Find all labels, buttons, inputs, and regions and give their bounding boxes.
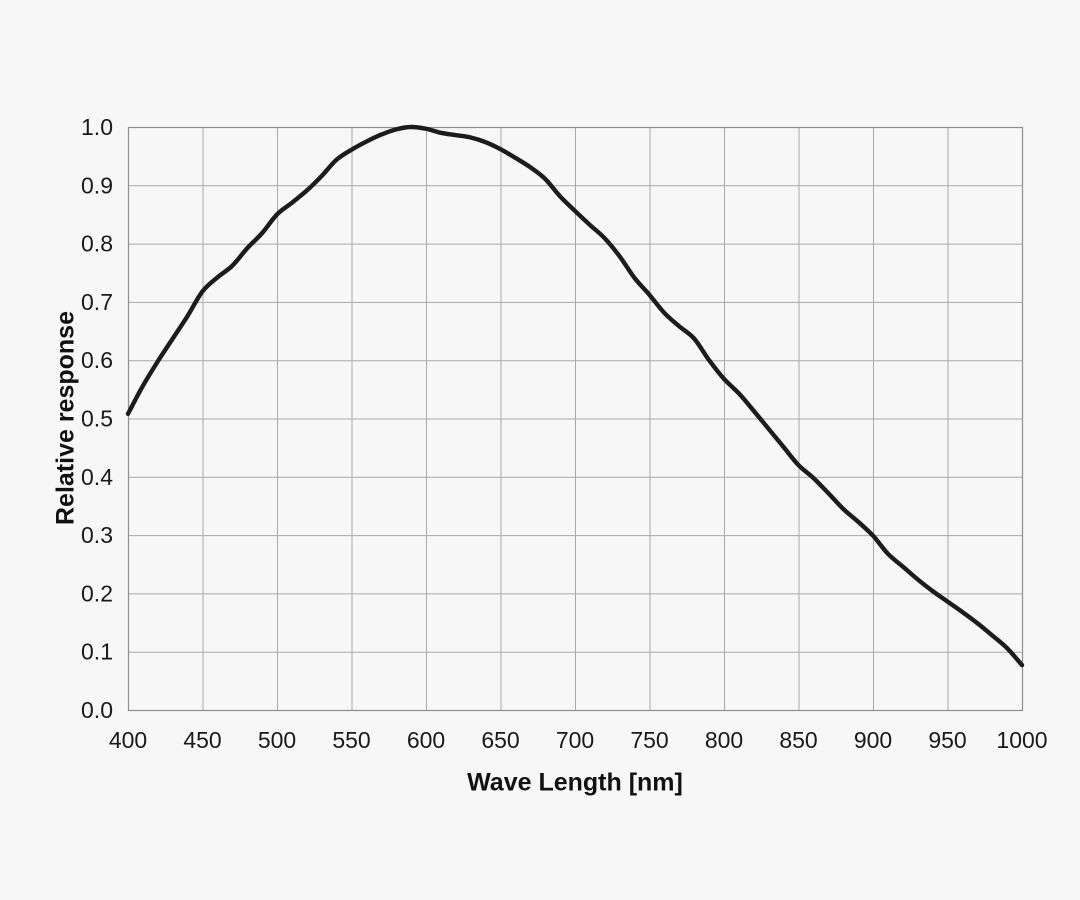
tick-label: 700 [556, 727, 594, 753]
tick-label: 0.6 [81, 347, 113, 373]
tick-label: 900 [854, 727, 892, 753]
x-axis-tick-labels: 400 450 500 550 600 650 700 750 800 850 900 950 1000 [109, 727, 1048, 753]
tick-label: 0.9 [81, 172, 113, 198]
y-axis-title: Relative response [51, 311, 80, 525]
tick-label: 400 [109, 727, 147, 753]
tick-label: 1.0 [81, 114, 113, 140]
plot-border [127, 126, 1024, 712]
tick-label: 1000 [996, 727, 1047, 753]
x-axis-title: Wave Length [nm] [467, 768, 683, 797]
grid-lines [128, 127, 1023, 711]
tick-label: 0.1 [81, 639, 113, 665]
tick-label: 0.2 [81, 580, 113, 606]
tick-label: 650 [481, 727, 519, 753]
tick-label: 800 [705, 727, 743, 753]
tick-label: 0.3 [81, 522, 113, 548]
tick-label: 550 [332, 727, 370, 753]
tick-label: 0.4 [81, 464, 113, 490]
tick-label: 450 [183, 727, 221, 753]
tick-label: 0.0 [81, 697, 113, 723]
tick-label: 950 [928, 727, 966, 753]
tick-label: 0.8 [81, 231, 113, 257]
tick-label: 500 [258, 727, 296, 753]
tick-label: 0.5 [81, 406, 113, 432]
tick-label: 600 [407, 727, 445, 753]
tick-label: 0.7 [81, 289, 113, 315]
y-axis-tick-labels: 0.0 0.1 0.2 0.3 0.4 0.5 0.6 0.7 0.8 0.9 1.0 [81, 114, 113, 723]
tick-label: 850 [779, 727, 817, 753]
tick-label: 750 [630, 727, 668, 753]
response-curve [125, 124, 1025, 668]
